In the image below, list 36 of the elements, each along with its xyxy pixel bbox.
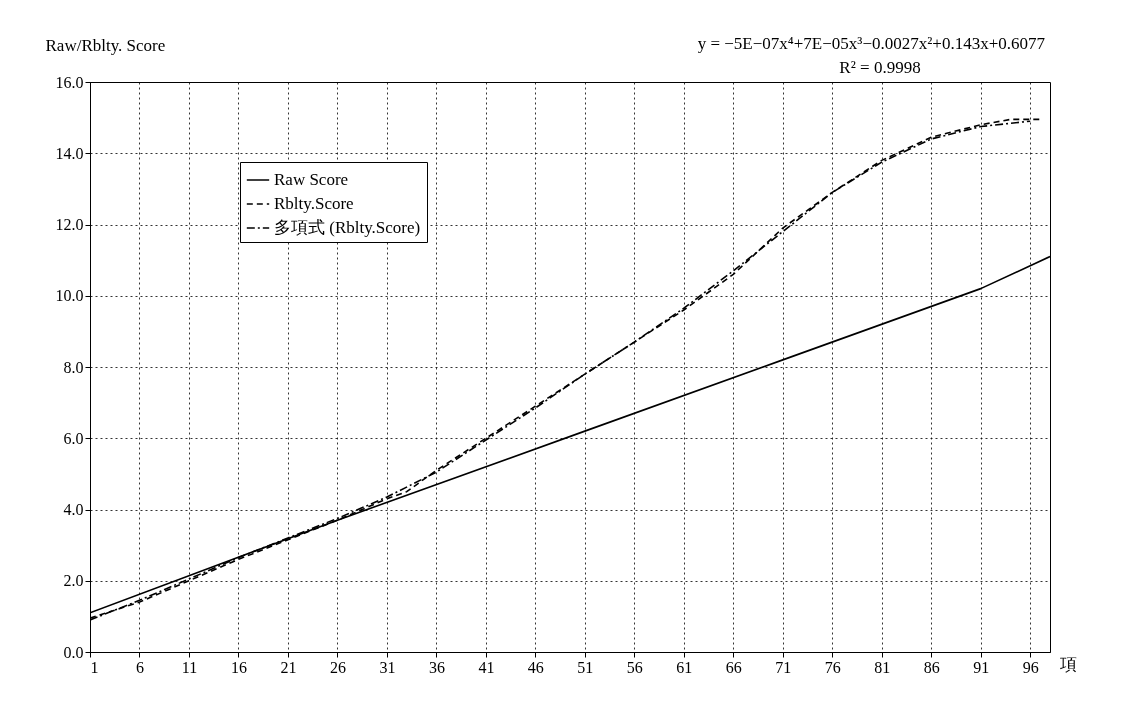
x-axis-title: 項	[1059, 654, 1077, 674]
y-tick-label: 0.0	[63, 643, 84, 661]
legend-label: Rblty.Score	[274, 194, 354, 213]
y-tick-label: 12.0	[55, 216, 84, 233]
x-tick-label: 11	[181, 658, 198, 676]
legend-label: Raw Score	[274, 170, 349, 189]
text: R² = 0.9998	[839, 58, 921, 77]
x-tick-label: 96	[1022, 658, 1039, 676]
x-tick-label: 41	[478, 658, 495, 676]
x-tick-label: 36	[428, 658, 445, 676]
x-tick-label: 1	[90, 658, 99, 676]
x-tick-label: 56	[626, 658, 643, 676]
y-tick-label: 2.0	[63, 572, 84, 590]
x-tick-label: 6	[135, 658, 144, 676]
x-tick-label: 66	[725, 658, 742, 676]
x-tick-label: 76	[824, 658, 841, 676]
y-tick-label: 14.0	[55, 144, 84, 162]
y-axis-title: Raw/Rblty. Score	[45, 35, 166, 55]
x-tick-label: 21	[280, 658, 297, 676]
y-tick-label: 16.0	[55, 73, 84, 91]
x-tick-label: 31	[379, 658, 396, 676]
legend-label: 多項式 (Rblty.Score)	[274, 218, 421, 237]
x-tick-label: 91	[973, 658, 990, 676]
y-tick-label: 4.0	[63, 501, 84, 518]
x-tick-label: 61	[676, 658, 693, 676]
x-tick-label: 16	[230, 658, 247, 676]
text: y = −5E−07x⁴+7E−05x³−0.0027x²+0.143x+0.6077	[697, 34, 1046, 53]
x-tick-label: 46	[527, 658, 544, 676]
y-tick-label: 8.0	[63, 358, 84, 376]
x-tick-label: 71	[775, 658, 792, 676]
x-tick-label: 81	[874, 658, 891, 676]
y-tick-label: 10.0	[55, 287, 84, 305]
x-tick-label: 86	[923, 658, 940, 676]
x-tick-label: 26	[329, 658, 346, 676]
y-tick-label: 6.0	[63, 429, 84, 447]
x-tick-label: 51	[577, 658, 594, 676]
